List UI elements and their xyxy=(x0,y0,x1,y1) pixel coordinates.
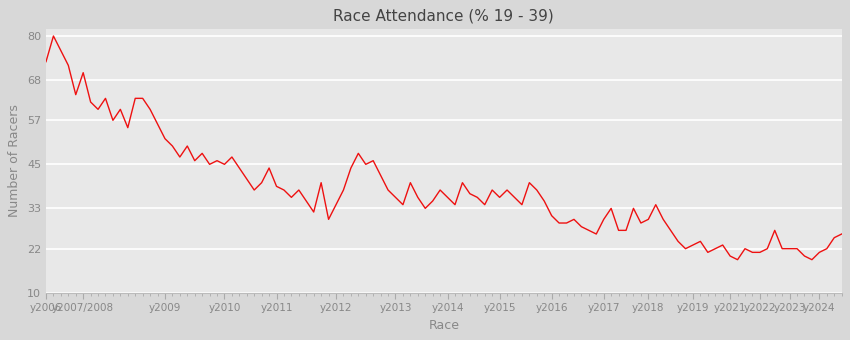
Title: Race Attendance (% 19 - 39): Race Attendance (% 19 - 39) xyxy=(333,8,554,23)
Y-axis label: Number of Racers: Number of Racers xyxy=(8,104,21,217)
X-axis label: Race: Race xyxy=(428,319,459,332)
